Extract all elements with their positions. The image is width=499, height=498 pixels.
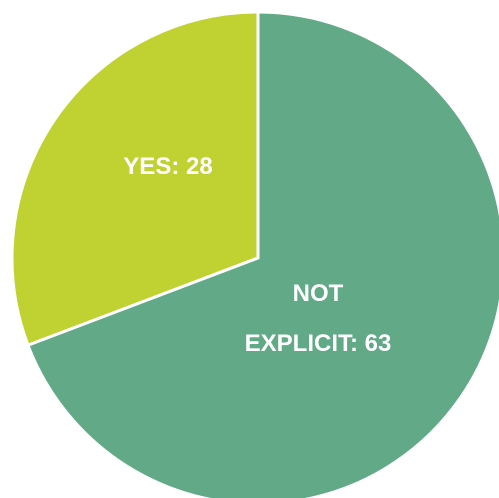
slice-label-yes: YES: 28 bbox=[123, 153, 212, 180]
slice-label-line: YES: 28 bbox=[123, 153, 212, 180]
pie-slice-yes bbox=[10, 10, 260, 348]
slice-label-line: EXPLICIT: 63 bbox=[245, 330, 392, 357]
slice-label-not-explicit: NOT EXPLICIT: 63 bbox=[245, 280, 392, 357]
pie-slice-not-explicit bbox=[26, 10, 499, 498]
pie-labels: YES: 28 NOT EXPLICIT: 63 bbox=[123, 153, 391, 357]
slice-label-line: NOT bbox=[293, 280, 344, 307]
pie-slices bbox=[10, 10, 499, 498]
